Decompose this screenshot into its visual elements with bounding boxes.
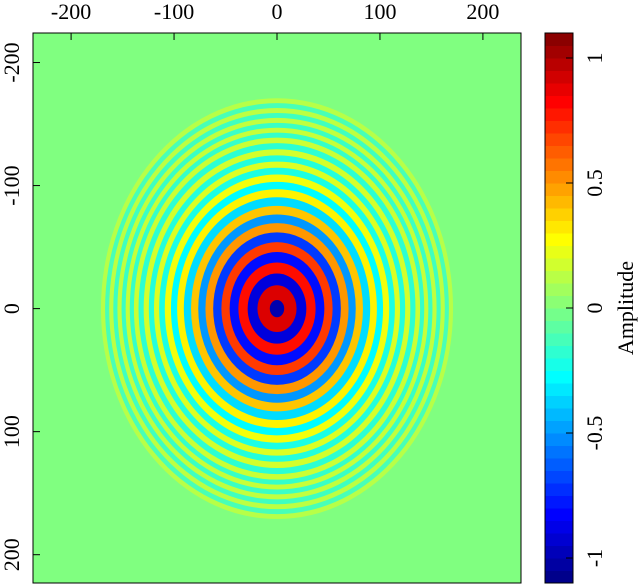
ring (269, 300, 285, 318)
colorbar-step (545, 420, 573, 434)
x-tick-label: 100 (363, 0, 396, 24)
colorbar-step (545, 508, 573, 521)
colorbar-step (545, 395, 573, 409)
colorbar-step (545, 520, 573, 534)
colorbar-step (545, 83, 573, 96)
colorbar-step (545, 545, 573, 559)
colorbar-step (545, 70, 573, 84)
x-tick-label: -100 (154, 0, 194, 24)
colorbar-step (545, 283, 573, 296)
x-tick-label: 0 (272, 0, 283, 24)
colorbar-step (545, 108, 573, 121)
colorbar-step (545, 483, 573, 496)
colorbar-step (545, 95, 573, 109)
x-tick-label: 200 (466, 0, 499, 24)
colorbar-step (545, 195, 573, 209)
y-tick-label: 100 (0, 415, 24, 448)
colorbar-step (545, 183, 573, 196)
y-tick-label: 200 (0, 538, 24, 571)
colorbar-label: Amplitude (613, 261, 638, 355)
colorbar-step (545, 408, 573, 421)
colorbar-step (545, 233, 573, 246)
colorbar-step (545, 470, 573, 484)
colorbar-step (545, 445, 573, 459)
colorbar-step (545, 308, 573, 321)
colorbar-tick-label: 0 (582, 303, 607, 314)
colorbar-step (545, 120, 573, 134)
colorbar-tick-label: -1 (582, 549, 607, 567)
colorbar-step (545, 570, 573, 584)
colorbar-step (545, 270, 573, 284)
colorbar-step (545, 458, 573, 471)
colorbar-step (545, 333, 573, 346)
colorbar-step (545, 433, 573, 446)
colorbar-step (545, 495, 573, 509)
colorbar-tick-label: 1 (582, 53, 607, 64)
colorbar-step (545, 358, 573, 371)
colorbar-step (545, 33, 573, 46)
colorbar-step (545, 220, 573, 234)
colorbar-step (545, 145, 573, 159)
x-tick-label: -200 (51, 0, 91, 24)
y-tick-label: -200 (0, 42, 24, 82)
colorbar (545, 33, 573, 584)
colorbar-step (545, 345, 573, 359)
heatmap-field (33, 33, 521, 583)
colorbar-step (545, 133, 573, 146)
colorbar-step (545, 208, 573, 221)
colorbar-step (545, 170, 573, 184)
colorbar-step (545, 533, 573, 546)
colorbar-step (545, 320, 573, 334)
colorbar-tick-label: 0.5 (582, 169, 607, 197)
colorbar-step (545, 158, 573, 171)
colorbar-step (545, 58, 573, 71)
colorbar-step (545, 258, 573, 271)
y-tick-label: 0 (0, 303, 24, 314)
y-tick-label: -100 (0, 165, 24, 205)
colorbar-step (545, 45, 573, 59)
colorbar-step (545, 370, 573, 384)
colorbar-step (545, 295, 573, 309)
colorbar-step (545, 558, 573, 571)
colorbar-tick-label: -0.5 (582, 416, 607, 451)
colorbar-step (545, 383, 573, 396)
colorbar-step (545, 245, 573, 259)
